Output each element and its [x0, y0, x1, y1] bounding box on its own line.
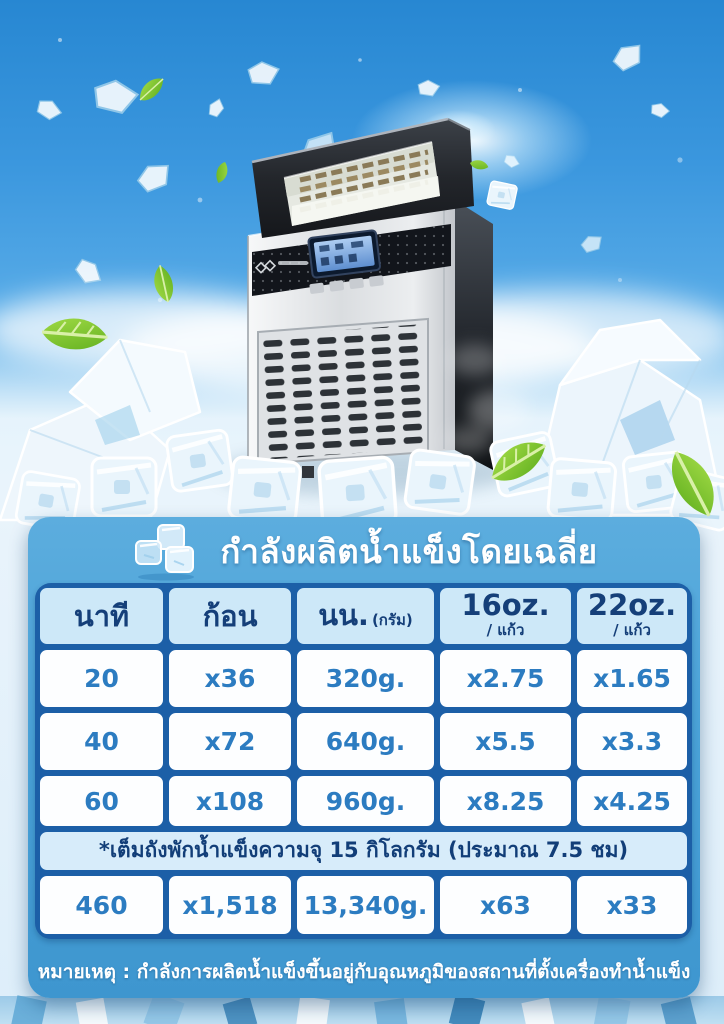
production-table: นาที ก้อน นน. (กรัม) 16oz. / แก้ว 22oz. / — [35, 583, 692, 939]
cell-weight: 640g. — [294, 710, 437, 773]
machine-foot — [302, 466, 314, 478]
cell-minutes: 40 — [37, 710, 166, 773]
cell-minutes: 460 — [37, 873, 166, 937]
cell-weight: 960g. — [294, 773, 437, 829]
ice-maker-machine — [247, 117, 528, 478]
cell-16oz: x5.5 — [437, 710, 574, 773]
brand-logo — [254, 259, 308, 274]
table-row: 60 x108 960g. x8.25 x4.25 — [37, 773, 690, 829]
table-row: 40 x72 640g. x5.5 x3.3 — [37, 710, 690, 773]
leaves — [39, 74, 722, 524]
cell-16oz: x8.25 — [437, 773, 574, 829]
header-label: นาที — [73, 598, 130, 633]
bottom-ice-strip — [0, 992, 724, 1024]
footnote: หมายเหตุ : กำลังการผลิตน้ำแข็งขึ้นอยู่กั… — [37, 961, 691, 984]
header-sublabel: / แก้ว — [613, 621, 651, 640]
cell-weight: 13,340g. — [294, 873, 437, 937]
cold-mist — [444, 344, 528, 454]
col-header-minutes: นาที — [37, 585, 166, 647]
cell-cubes: x36 — [166, 647, 294, 710]
cell-22oz: x4.25 — [574, 773, 690, 829]
machine-hood — [251, 117, 474, 238]
info-panel: กำลังผลิตน้ำแข็งโดยเฉลี่ย นาที ก้อน นน.(… — [28, 517, 700, 998]
table-row: 20 x36 320g. x2.75 x1.65 — [37, 647, 690, 710]
machine-control-panel — [252, 224, 451, 296]
panel-title: กำลังผลิตน้ำแข็งโดยเฉลี่ย — [220, 532, 598, 572]
cell-16oz: x2.75 — [437, 647, 574, 710]
panel-title-row: กำลังผลิตน้ำแข็งโดยเฉลี่ย — [28, 523, 700, 581]
machine-grille — [257, 317, 429, 466]
col-header-weight: นน. (กรัม) — [294, 585, 437, 647]
cell-cubes: x72 — [166, 710, 294, 773]
machine-window — [283, 141, 440, 226]
cell-minutes: 20 — [37, 647, 166, 710]
col-header-cubes: ก้อน — [166, 585, 294, 647]
control-buttons — [309, 275, 384, 294]
cell-22oz: x1.65 — [574, 647, 690, 710]
table-note-row: *เต็มถังพักน้ำแข็งความจุ 15 กิโลกรัม (ปร… — [37, 829, 690, 873]
cell-weight: 320g. — [294, 647, 437, 710]
ice-cubes-icon — [135, 524, 195, 581]
header-label: นน. — [318, 598, 369, 632]
cell-cubes: x1,518 — [166, 873, 294, 937]
lcd-display — [307, 229, 381, 279]
cell-22oz: x33 — [574, 873, 690, 937]
capacity-note: *เต็มถังพักน้ำแข็งความจุ 15 กิโลกรัม (ปร… — [37, 829, 690, 873]
table-total-row: 460 x1,518 13,340g. x63 x33 — [37, 873, 690, 937]
col-header-16oz: 16oz. / แก้ว — [437, 585, 574, 647]
header-label: 16oz. — [461, 587, 550, 622]
header-label: 22oz. — [587, 587, 677, 622]
header-sublabel: / แก้ว — [486, 621, 525, 640]
cell-cubes: x108 — [166, 773, 294, 829]
cell-16oz: x63 — [437, 873, 574, 937]
header-label: ก้อน — [202, 598, 258, 633]
small-ice-cube — [485, 179, 519, 211]
col-header-22oz: 22oz. / แก้ว — [574, 585, 690, 647]
header-sublabel: (กรัม) — [371, 611, 413, 629]
cell-minutes: 60 — [37, 773, 166, 829]
cell-22oz: x3.3 — [574, 710, 690, 773]
table-header: นาที ก้อน นน. (กรัม) 16oz. / แก้ว 22oz. / — [37, 585, 690, 647]
